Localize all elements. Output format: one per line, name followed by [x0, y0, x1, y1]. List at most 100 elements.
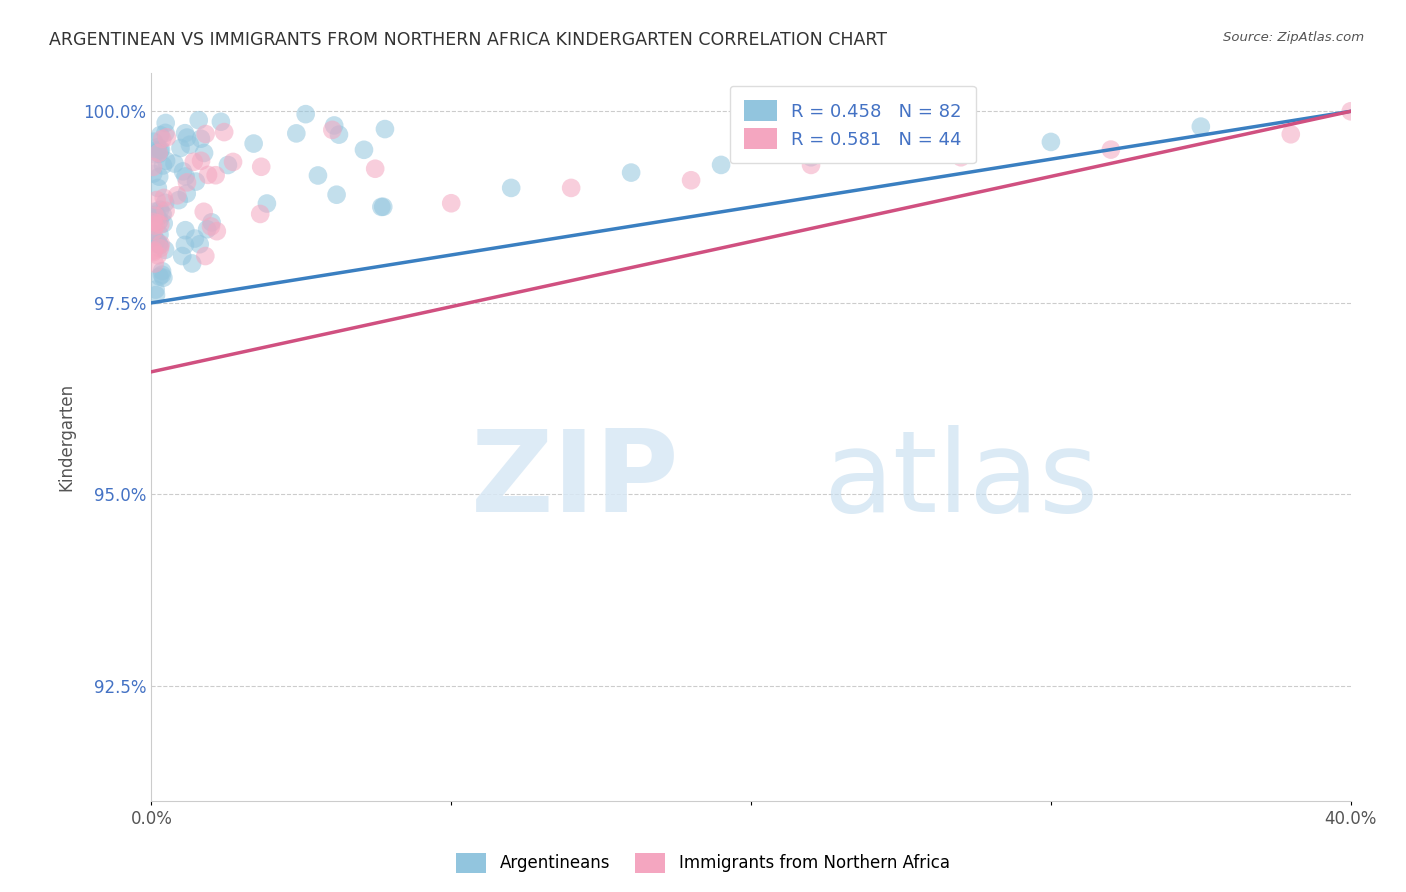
- Point: [328, 128, 350, 142]
- Point: [321, 123, 343, 137]
- Point: [145, 208, 167, 222]
- Point: [150, 268, 173, 282]
- Point: [949, 143, 972, 157]
- Point: [143, 204, 166, 219]
- Point: [249, 207, 271, 221]
- Point: [174, 223, 197, 237]
- Point: [148, 214, 170, 228]
- Point: [145, 193, 167, 207]
- Point: [149, 143, 172, 157]
- Point: [174, 238, 197, 252]
- Point: [146, 210, 169, 224]
- Point: [242, 136, 264, 151]
- Point: [195, 222, 218, 236]
- Point: [620, 165, 643, 179]
- Point: [146, 181, 169, 195]
- Point: [307, 169, 329, 183]
- Point: [200, 219, 222, 234]
- Point: [149, 128, 172, 142]
- Point: [148, 145, 170, 160]
- Point: [197, 168, 219, 182]
- Point: [172, 164, 194, 178]
- Point: [212, 125, 235, 139]
- Point: [285, 127, 308, 141]
- Point: [143, 209, 166, 223]
- Point: [176, 130, 198, 145]
- Point: [142, 135, 165, 149]
- Point: [146, 216, 169, 230]
- Point: [150, 264, 173, 278]
- Point: [149, 143, 172, 157]
- Point: [142, 147, 165, 161]
- Point: [374, 122, 396, 136]
- Point: [166, 188, 188, 202]
- Point: [179, 137, 201, 152]
- Point: [294, 107, 316, 121]
- Point: [190, 153, 212, 168]
- Point: [146, 248, 169, 262]
- Text: ZIP: ZIP: [471, 425, 679, 536]
- Point: [181, 256, 204, 270]
- Point: [370, 200, 392, 214]
- Point: [149, 269, 172, 284]
- Point: [188, 237, 211, 252]
- Point: [325, 187, 347, 202]
- Point: [153, 195, 176, 210]
- Point: [148, 227, 170, 242]
- Point: [145, 288, 167, 302]
- Point: [190, 131, 212, 145]
- Text: ARGENTINEAN VS IMMIGRANTS FROM NORTHERN AFRICA KINDERGARTEN CORRELATION CHART: ARGENTINEAN VS IMMIGRANTS FROM NORTHERN …: [49, 31, 887, 49]
- Point: [142, 215, 165, 229]
- Point: [152, 158, 174, 172]
- Point: [217, 158, 239, 172]
- Point: [184, 175, 207, 189]
- Point: [1189, 120, 1212, 134]
- Point: [149, 237, 172, 252]
- Text: Source: ZipAtlas.com: Source: ZipAtlas.com: [1223, 31, 1364, 45]
- Point: [1099, 143, 1122, 157]
- Point: [155, 126, 177, 140]
- Point: [193, 145, 215, 160]
- Point: [172, 249, 194, 263]
- Point: [200, 215, 222, 229]
- Point: [145, 283, 167, 297]
- Point: [142, 230, 165, 244]
- Y-axis label: Kindergarten: Kindergarten: [58, 383, 75, 491]
- Point: [149, 218, 172, 232]
- Point: [184, 231, 207, 245]
- Point: [155, 116, 177, 130]
- Point: [169, 141, 191, 155]
- Point: [353, 143, 375, 157]
- Point: [152, 216, 174, 230]
- Point: [163, 156, 186, 170]
- Point: [148, 169, 170, 184]
- Point: [949, 150, 972, 164]
- Point: [155, 203, 177, 218]
- Point: [800, 150, 823, 164]
- Point: [150, 132, 173, 146]
- Point: [193, 204, 215, 219]
- Point: [146, 140, 169, 154]
- Point: [209, 114, 232, 128]
- Point: [149, 202, 172, 217]
- Point: [205, 224, 228, 238]
- Point: [149, 241, 172, 255]
- Point: [1039, 135, 1062, 149]
- Point: [142, 160, 165, 174]
- Point: [148, 236, 170, 251]
- Point: [143, 219, 166, 233]
- Point: [174, 169, 197, 184]
- Point: [1279, 128, 1302, 142]
- Point: [440, 196, 463, 211]
- Point: [256, 196, 278, 211]
- Point: [174, 126, 197, 140]
- Point: [145, 234, 167, 248]
- Point: [560, 181, 582, 195]
- Point: [250, 160, 273, 174]
- Point: [187, 113, 209, 128]
- Text: atlas: atlas: [823, 425, 1098, 536]
- Point: [143, 256, 166, 270]
- Point: [373, 200, 395, 214]
- Point: [194, 127, 217, 141]
- Point: [148, 146, 170, 161]
